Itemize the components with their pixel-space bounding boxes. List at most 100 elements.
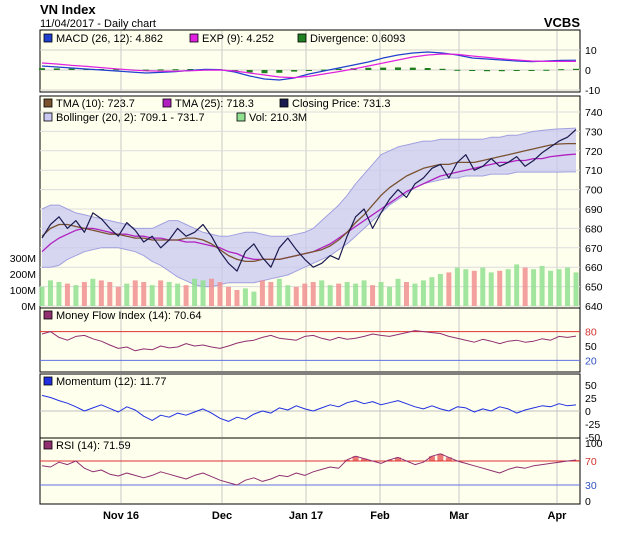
mfi-legend-icon: [43, 310, 53, 320]
volume-bar: [446, 272, 452, 306]
rsi-overbought-area: [445, 457, 452, 461]
volume-bar: [56, 282, 62, 306]
volume-bar: [39, 286, 45, 306]
volume-bar: [454, 267, 460, 306]
volume-bar: [429, 277, 435, 306]
volume-bar: [225, 286, 231, 306]
volume-bar: [115, 286, 121, 306]
volume-bar: [319, 280, 325, 306]
mfi-line: [41, 330, 577, 352]
momentum-tick-label: 0: [585, 406, 591, 418]
volume-bar: [565, 267, 571, 306]
volume-bar: [531, 269, 537, 306]
divergence-bar: [276, 70, 283, 73]
mfi-legend: Money Flow Index (14): 70.64: [43, 310, 202, 322]
volume-bar: [573, 272, 579, 306]
chart-marks: [39, 49, 580, 486]
exp-legend-label: EXP (9): 4.252: [202, 33, 274, 45]
volume-bar: [488, 272, 494, 306]
divergence-bar: [157, 69, 164, 71]
close-legend-label: Closing Price: 731.3: [292, 98, 390, 110]
macd-tick-label: 10: [585, 45, 597, 57]
price-tick-label: 650: [585, 282, 603, 294]
volume-bar: [378, 282, 384, 306]
volume-bar: [480, 267, 486, 306]
rsi-panel: [39, 437, 581, 505]
volume-bar: [556, 269, 562, 306]
divergence-legend-label: Divergence: 0.6093: [310, 33, 405, 45]
volume-bar: [107, 282, 113, 306]
month-label: Feb: [370, 510, 390, 522]
momentum-tick-label: -50: [585, 432, 600, 444]
divergence-bar: [424, 68, 431, 70]
volume-bar: [132, 280, 138, 306]
volume-bar: [437, 274, 443, 306]
divergence-bar: [291, 70, 298, 72]
rsi-overbought-area: [361, 458, 368, 461]
volume-bar: [242, 288, 248, 306]
volume-bar: [81, 282, 87, 306]
price-tick-label: 720: [585, 146, 603, 158]
brand-label: VCBS: [544, 15, 580, 30]
macd-legend-label: MACD (26, 12): 4.862: [56, 33, 163, 45]
rsi-legend-label: RSI (14): 71.59: [56, 440, 131, 452]
divergence-bar: [68, 68, 75, 70]
momentum-tick-label: 25: [585, 393, 597, 405]
closing-price-line: [41, 129, 577, 272]
rsi-overbought-area: [437, 453, 444, 461]
month-label: Dec: [212, 510, 232, 522]
divergence-bar: [365, 67, 372, 70]
volume-bar: [234, 290, 240, 306]
price-legend: TMA (10): 723.7 TMA (25): 718.3 Closing …: [43, 98, 390, 124]
volume-bar: [361, 280, 367, 306]
volume-bar: [192, 278, 198, 306]
rsi-overbought-area: [352, 456, 359, 461]
volume-bar: [200, 280, 206, 306]
divergence-bar: [142, 69, 149, 71]
tma10-legend-icon: [43, 98, 53, 108]
macd-panel: [39, 29, 581, 93]
rsi-tick-label: 70: [585, 456, 597, 468]
volume-bar: [403, 282, 409, 306]
volume-bar: [302, 283, 308, 306]
momentum-tick-label: -25: [585, 419, 600, 431]
volume-bar: [310, 282, 316, 306]
divergence-bar: [513, 70, 520, 71]
divergence-bar: [187, 69, 194, 70]
volume-bar: [64, 283, 70, 306]
rsi-line: [41, 453, 577, 486]
chart-subtitle: 11/04/2017 - Daily chart: [40, 18, 156, 30]
volume-bar: [539, 266, 545, 306]
bollinger-legend-label: Bollinger (20, 2): 709.1 - 731.7: [56, 112, 205, 124]
divergence-bar: [528, 70, 535, 71]
rsi-tick-label: 0: [585, 496, 591, 508]
divergence-bar: [320, 69, 327, 71]
volume-bar: [327, 285, 333, 306]
divergence-bar: [454, 69, 461, 71]
price-tick-label: 640: [585, 301, 603, 313]
close-legend-icon: [279, 98, 289, 108]
bollinger-legend-icon: [43, 112, 53, 122]
mfi-legend-label: Money Flow Index (14): 70.64: [56, 310, 202, 322]
volume-bar: [73, 285, 79, 306]
rsi-legend: RSI (14): 71.59: [43, 440, 131, 452]
rsi-overbought-area: [573, 460, 579, 461]
divergence-bar: [469, 70, 476, 71]
divergence-bar: [484, 70, 490, 72]
price-tick-label: 710: [585, 165, 603, 177]
volume-tick-label: 200M: [10, 269, 36, 281]
volume-bar: [268, 282, 274, 306]
volume-bar: [158, 280, 164, 306]
volume-bar: [353, 283, 359, 306]
price-tick-label: 690: [585, 204, 603, 216]
volume-bar: [471, 270, 477, 306]
mfi-panel: [39, 307, 581, 373]
macd-tick-label: -10: [585, 85, 600, 97]
vol-legend-label: Vol: 210.3M: [249, 112, 307, 124]
rsi-overbought-area: [386, 459, 393, 461]
divergence-bar: [380, 67, 387, 70]
volume-bar: [344, 282, 350, 306]
tma10-line: [41, 142, 576, 263]
volume-bar: [276, 278, 282, 306]
